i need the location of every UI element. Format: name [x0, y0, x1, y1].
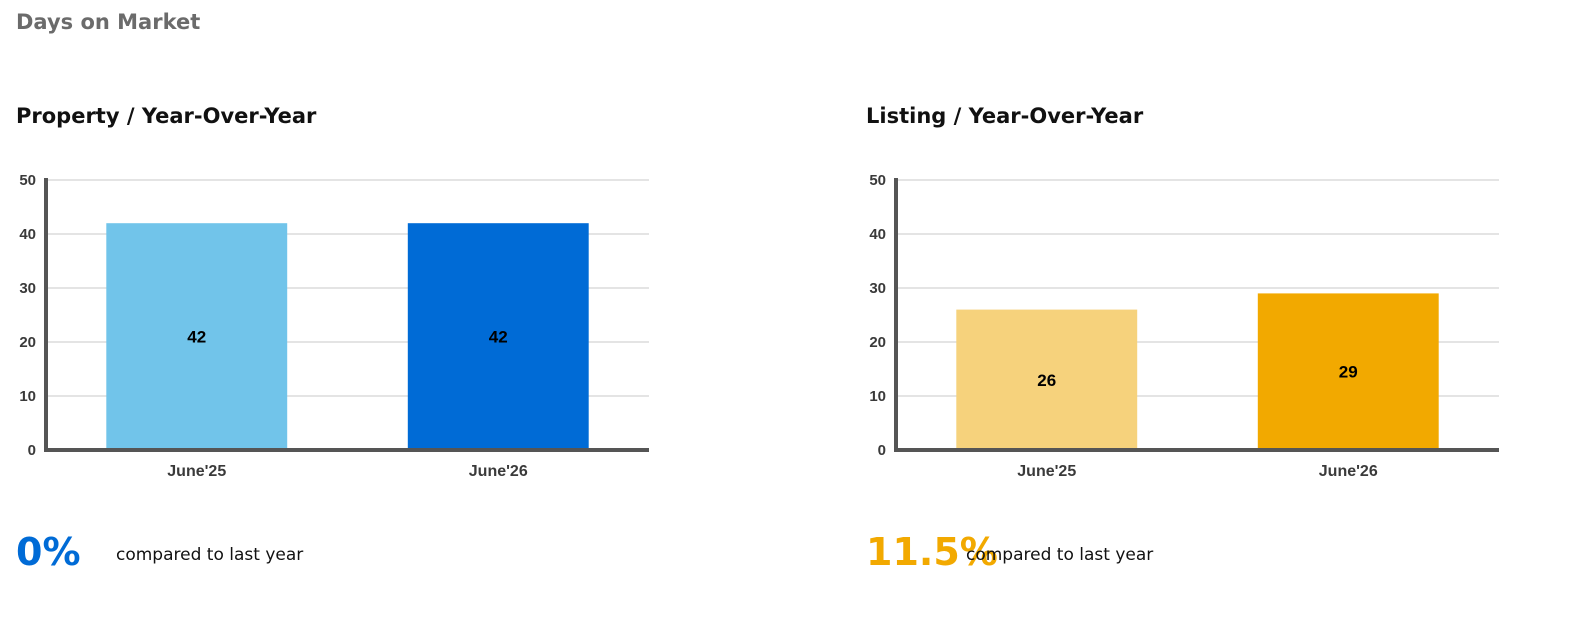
listing-change-percent: 11.5% — [866, 530, 998, 574]
y-tick-label: 50 — [869, 172, 886, 189]
x-category-label: June'26 — [469, 463, 528, 480]
property-change-percent: 0% — [16, 530, 81, 574]
bar-value-label: 42 — [187, 328, 206, 347]
bar — [106, 223, 288, 450]
y-tick-label: 20 — [869, 334, 886, 351]
bar — [1257, 293, 1439, 450]
panel-title-listing: Listing / Year-Over-Year — [866, 104, 1144, 128]
listing-panel: Listing / Year-Over-Year 0 10 20 30 40 50 26 Ju… — [866, 0, 1566, 625]
y-tick-label: 30 — [19, 280, 36, 297]
bar-value-label: 29 — [1339, 363, 1358, 382]
property-bar-chart: 0 10 20 30 40 50 42 June'25 42 June'26 — [19, 172, 649, 480]
y-tick-label: 20 — [19, 334, 36, 351]
x-category-label: June'25 — [167, 463, 226, 480]
y-tick-label: 50 — [19, 172, 36, 189]
property-panel: Property / Year-Over-Year 0 10 20 30 40 50 42 J… — [16, 0, 716, 625]
property-change-text: compared to last year — [116, 545, 304, 565]
y-tick-label: 0 — [28, 442, 36, 459]
y-tick-label: 30 — [869, 280, 886, 297]
y-tick-label: 40 — [19, 226, 36, 243]
bar — [407, 223, 589, 450]
x-category-label: June'26 — [1319, 463, 1378, 480]
bar-value-label: 42 — [489, 328, 508, 347]
listing-bar-chart: 0 10 20 30 40 50 26 June'25 29 June'26 — [869, 172, 1499, 480]
x-category-label: June'25 — [1017, 463, 1076, 480]
y-tick-label: 10 — [19, 388, 36, 405]
panel-title-property: Property / Year-Over-Year — [16, 104, 317, 128]
y-tick-label: 10 — [869, 388, 886, 405]
bar-value-label: 26 — [1037, 371, 1056, 390]
y-tick-label: 0 — [878, 442, 886, 459]
y-tick-label: 40 — [869, 226, 886, 243]
listing-change-text: compared to last year — [966, 545, 1154, 565]
bar — [956, 309, 1138, 450]
section-title: Days on Market — [16, 10, 201, 34]
